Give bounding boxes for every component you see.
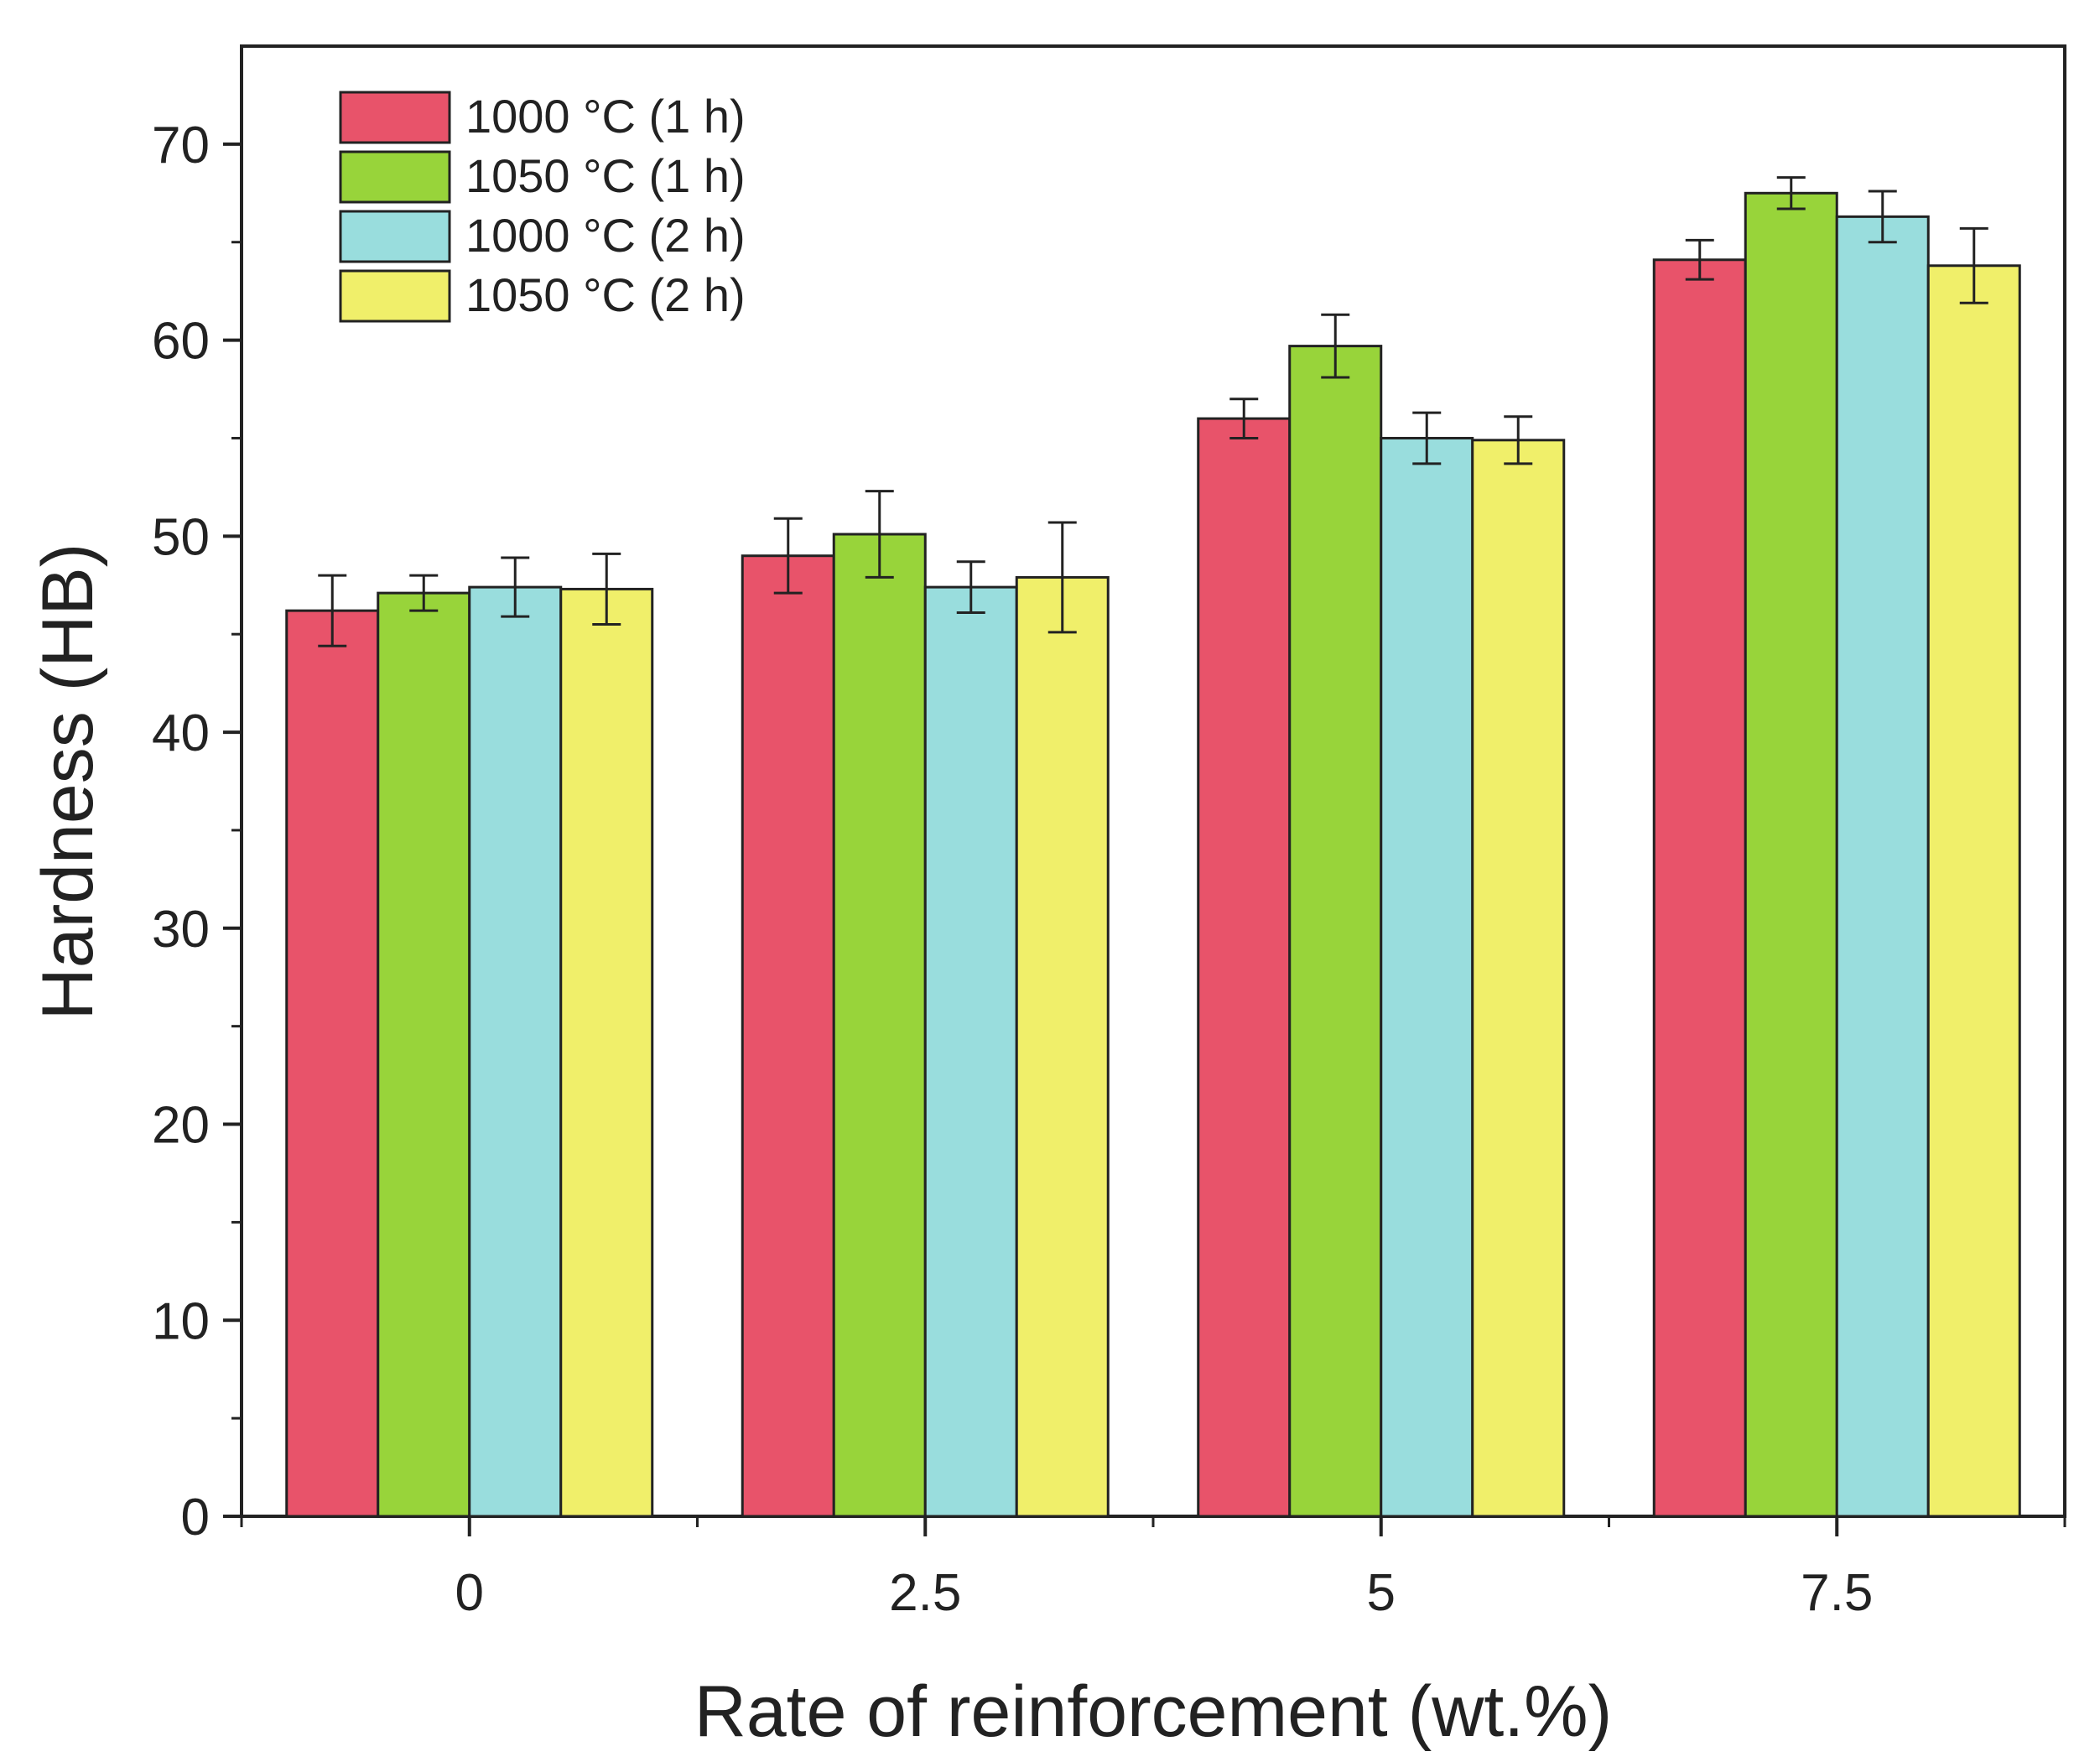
legend-swatch [339, 150, 451, 204]
y-tick-label: 60 [152, 313, 210, 371]
bar [1288, 345, 1383, 1518]
y-tick-label: 50 [152, 508, 210, 566]
error-bars-group [318, 176, 1988, 647]
x-axis-title: Rate of reinforcement (wt.%) [694, 1671, 1612, 1752]
x-tick-label: 0 [455, 1564, 484, 1622]
bar [1744, 191, 1838, 1518]
y-tick-label: 70 [152, 117, 210, 174]
legend-label: 1000 °C (2 h) [465, 209, 746, 262]
y-axis-title: Hardness (HB) [28, 543, 108, 1021]
x-tick-label: 5 [1367, 1564, 1396, 1622]
bar [1926, 264, 2021, 1518]
legend-swatch [339, 269, 451, 323]
bar [559, 587, 654, 1518]
bar [468, 585, 563, 1518]
y-tick-label: 10 [152, 1292, 210, 1350]
y-axis: 0 10 20 30 40 50 60 70 [152, 117, 242, 1546]
y-tick-label: 30 [152, 901, 210, 959]
bar [1197, 417, 1292, 1518]
bar [1652, 258, 1747, 1518]
bar [285, 609, 380, 1518]
legend-label: 1050 °C (2 h) [465, 268, 746, 321]
legend-swatch [339, 210, 451, 263]
bar [377, 591, 471, 1518]
bar [1471, 439, 1566, 1518]
bar [832, 533, 927, 1518]
bar [923, 585, 1018, 1518]
y-tick-label: 0 [181, 1489, 210, 1546]
legend: 1000 °C (1 h) 1050 °C (1 h) 1000 °C (2 h) 1… [339, 90, 746, 323]
bar [1835, 215, 1930, 1518]
x-axis: 0 2.5 5 7.5 [240, 1516, 2066, 1622]
bars-group [285, 191, 2021, 1518]
legend-label: 1050 °C (1 h) [465, 149, 746, 202]
y-tick-label: 20 [152, 1097, 210, 1155]
x-tick-label: 7.5 [1801, 1564, 1873, 1622]
legend-swatch [339, 91, 451, 144]
bar [1015, 575, 1110, 1518]
bar [1380, 436, 1474, 1518]
y-tick-label: 40 [152, 704, 210, 762]
x-tick-label: 2.5 [889, 1564, 961, 1622]
bar [741, 554, 835, 1518]
legend-label: 1000 °C (1 h) [465, 90, 746, 143]
